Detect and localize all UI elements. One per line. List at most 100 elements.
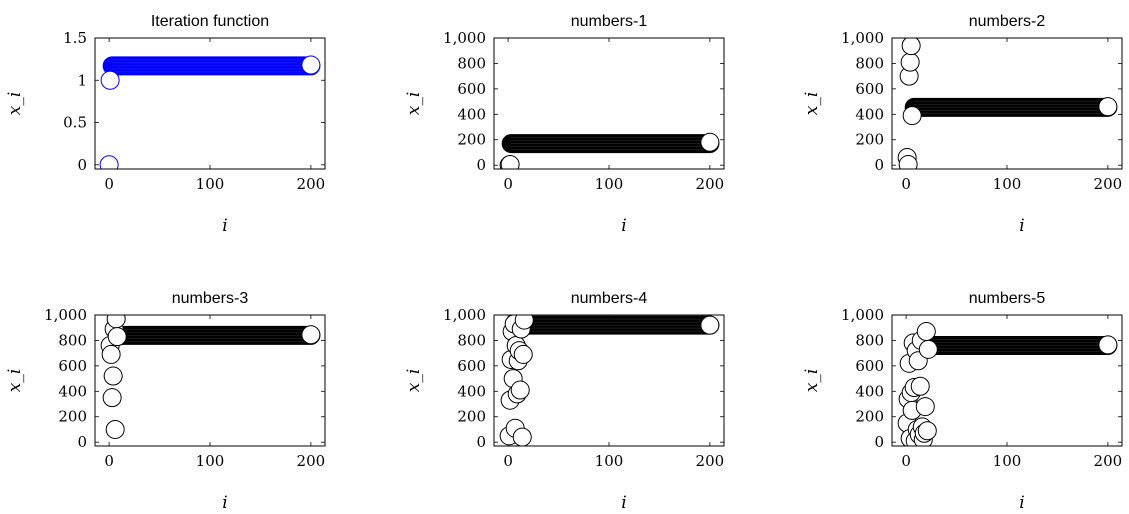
y-tick-label: 800 bbox=[855, 331, 884, 349]
x-tick-label: 200 bbox=[1094, 452, 1123, 470]
band-texture bbox=[929, 339, 1108, 352]
data-layer bbox=[897, 38, 1118, 169]
chart-panel-2: numbers-1 0 200 400 600 800 1,000 0 100 200 i x_i bbox=[404, 13, 725, 236]
chart-panel-1: Iteration function 0 0.5 1 1.5 0 100 200 i x_i bbox=[5, 13, 326, 236]
x-tick-label: 200 bbox=[297, 175, 326, 193]
y-tick-label: 1,000 bbox=[841, 29, 884, 47]
chart-title: numbers-5 bbox=[969, 290, 1046, 307]
x-tick-label: 100 bbox=[595, 452, 624, 470]
band-texture bbox=[525, 318, 710, 332]
data-layer bbox=[499, 132, 720, 169]
band-texture bbox=[112, 59, 311, 73]
data-point bbox=[514, 315, 534, 330]
y-tick-label: 0 bbox=[874, 156, 884, 174]
y-tick-label: 400 bbox=[58, 382, 87, 400]
y-tick-label: 600 bbox=[457, 80, 486, 98]
y-axis-label: x_i bbox=[5, 369, 25, 393]
y-tick-label: 600 bbox=[855, 357, 884, 375]
y-tick-label: 0.5 bbox=[63, 114, 87, 132]
x-tick-label: 0 bbox=[901, 175, 911, 193]
plot-frame bbox=[493, 314, 725, 447]
x-tick-label: 100 bbox=[993, 175, 1022, 193]
y-tick-label: 400 bbox=[855, 382, 884, 400]
chart-panel-3: numbers-2 0 200 400 600 800 1,000 0 100 200 i x_i bbox=[802, 13, 1123, 236]
plot-frame bbox=[94, 37, 326, 170]
data-point bbox=[901, 38, 921, 56]
x-axis-label: i bbox=[222, 216, 227, 236]
x-tick-label: 100 bbox=[595, 175, 624, 193]
data-point bbox=[700, 132, 720, 152]
data-point bbox=[902, 106, 922, 126]
y-tick-label: 200 bbox=[457, 408, 486, 426]
band-texture bbox=[511, 137, 710, 150]
y-tick-label: 200 bbox=[457, 131, 486, 149]
data-point bbox=[107, 327, 127, 347]
y-tick-label: 0 bbox=[476, 433, 486, 451]
data-point bbox=[915, 397, 935, 417]
y-tick-label: 600 bbox=[58, 357, 87, 375]
y-tick-label: 400 bbox=[457, 105, 486, 123]
y-axis-label: x_i bbox=[5, 92, 25, 116]
x-tick-label: 200 bbox=[696, 452, 725, 470]
data-point bbox=[1098, 97, 1118, 117]
y-tick-label: 200 bbox=[855, 131, 884, 149]
data-point bbox=[301, 55, 321, 75]
y-tick-label: 400 bbox=[855, 105, 884, 123]
data-point bbox=[918, 339, 938, 359]
data-point bbox=[102, 388, 122, 408]
chart-title: numbers-4 bbox=[571, 290, 648, 307]
y-tick-label: 800 bbox=[855, 54, 884, 72]
data-point bbox=[910, 376, 930, 396]
data-point bbox=[900, 52, 920, 72]
band-texture bbox=[914, 100, 1108, 114]
y-tick-label: 1,000 bbox=[841, 306, 884, 324]
plot-frame bbox=[891, 314, 1123, 447]
y-tick-label: 1,000 bbox=[443, 306, 486, 324]
data-point bbox=[898, 155, 918, 169]
plot-frame bbox=[94, 314, 326, 447]
y-tick-label: 1.5 bbox=[63, 29, 87, 47]
x-tick-label: 100 bbox=[196, 175, 225, 193]
y-tick-label: 1 bbox=[77, 71, 87, 89]
chart-panel-5: numbers-4 0 200 400 600 800 1,000 0 100 200 i x_i bbox=[404, 290, 725, 513]
data-point bbox=[1098, 335, 1118, 355]
data-point bbox=[513, 344, 533, 364]
data-point bbox=[916, 322, 936, 342]
y-tick-label: 600 bbox=[855, 80, 884, 98]
data-point bbox=[103, 366, 123, 386]
x-tick-label: 0 bbox=[503, 175, 513, 193]
y-tick-label: 0 bbox=[77, 156, 87, 174]
x-tick-label: 0 bbox=[503, 452, 513, 470]
x-axis-label: i bbox=[621, 216, 626, 236]
data-point bbox=[105, 419, 125, 439]
y-tick-label: 1,000 bbox=[44, 306, 87, 324]
y-tick-label: 0 bbox=[874, 433, 884, 451]
data-point bbox=[510, 380, 530, 400]
data-point bbox=[99, 155, 119, 169]
data-layer bbox=[100, 315, 321, 439]
y-tick-label: 0 bbox=[476, 156, 486, 174]
chart-title: Iteration function bbox=[151, 13, 269, 30]
y-tick-label: 0 bbox=[77, 433, 87, 451]
x-tick-label: 200 bbox=[297, 452, 326, 470]
y-tick-label: 800 bbox=[457, 54, 486, 72]
plot-frame bbox=[493, 37, 725, 170]
y-tick-label: 200 bbox=[58, 408, 87, 426]
x-tick-label: 100 bbox=[196, 452, 225, 470]
plot-frame bbox=[891, 37, 1123, 170]
data-layer bbox=[99, 55, 321, 169]
data-point bbox=[106, 315, 126, 329]
y-tick-label: 800 bbox=[58, 331, 87, 349]
chart-panel-6: numbers-5 0 200 400 600 800 1,000 0 100 200 i x_i bbox=[802, 290, 1123, 513]
data-point bbox=[512, 427, 532, 446]
chart-panel-4: numbers-3 0 200 400 600 800 1,000 0 100 200 i x_i bbox=[5, 290, 326, 513]
band-texture bbox=[118, 328, 311, 342]
x-tick-label: 0 bbox=[901, 452, 911, 470]
y-tick-label: 200 bbox=[855, 408, 884, 426]
chart-title: numbers-1 bbox=[571, 13, 648, 30]
chart-title: numbers-2 bbox=[969, 13, 1046, 30]
y-tick-label: 800 bbox=[457, 331, 486, 349]
x-tick-label: 0 bbox=[104, 452, 114, 470]
x-axis-label: i bbox=[1019, 493, 1024, 513]
